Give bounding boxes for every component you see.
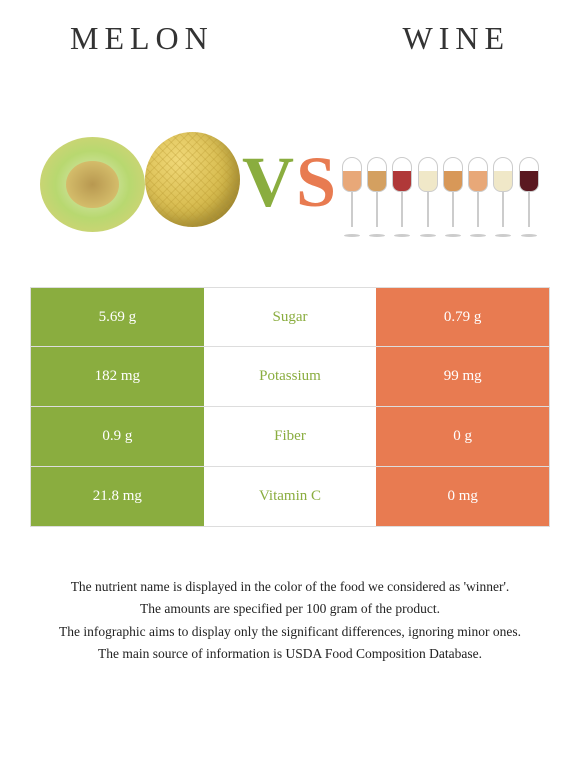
wine-glass-icon [416, 157, 439, 237]
nutrient-name: Potassium [204, 347, 377, 406]
wine-glass-icon [340, 157, 363, 237]
wine-glass-icon [517, 157, 540, 237]
footer-line: The main source of information is USDA F… [40, 644, 540, 664]
title-left: MELON [70, 20, 214, 57]
wine-glass-icon [491, 157, 514, 237]
footer-notes: The nutrient name is displayed in the co… [30, 577, 550, 664]
value-right: 0 g [376, 407, 549, 466]
nutrient-name: Sugar [204, 288, 377, 346]
nutrient-table: 5.69 gSugar0.79 g182 mgPotassium99 mg0.9… [30, 287, 550, 527]
table-row: 21.8 mgVitamin C0 mg [30, 467, 550, 527]
hero-row: VS [30, 117, 550, 247]
value-right: 99 mg [376, 347, 549, 406]
footer-line: The amounts are specified per 100 gram o… [40, 599, 540, 619]
value-right: 0 mg [376, 467, 549, 526]
wine-glass-icon [466, 157, 489, 237]
nutrient-name: Fiber [204, 407, 377, 466]
wine-glass-icon [441, 157, 464, 237]
value-left: 0.9 g [31, 407, 204, 466]
value-left: 182 mg [31, 347, 204, 406]
melon-image [40, 117, 240, 247]
table-row: 182 mgPotassium99 mg [30, 347, 550, 407]
table-row: 0.9 gFiber0 g [30, 407, 550, 467]
table-row: 5.69 gSugar0.79 g [30, 287, 550, 347]
wine-glass-icon [390, 157, 413, 237]
header: MELON WINE [30, 20, 550, 57]
footer-line: The infographic aims to display only the… [40, 622, 540, 642]
value-right: 0.79 g [376, 288, 549, 346]
wine-glass-icon [365, 157, 388, 237]
vs-label: VS [242, 141, 338, 224]
footer-line: The nutrient name is displayed in the co… [40, 577, 540, 597]
title-right: WINE [402, 20, 510, 57]
wine-image [340, 117, 540, 247]
value-left: 5.69 g [31, 288, 204, 346]
nutrient-name: Vitamin C [204, 467, 377, 526]
value-left: 21.8 mg [31, 467, 204, 526]
